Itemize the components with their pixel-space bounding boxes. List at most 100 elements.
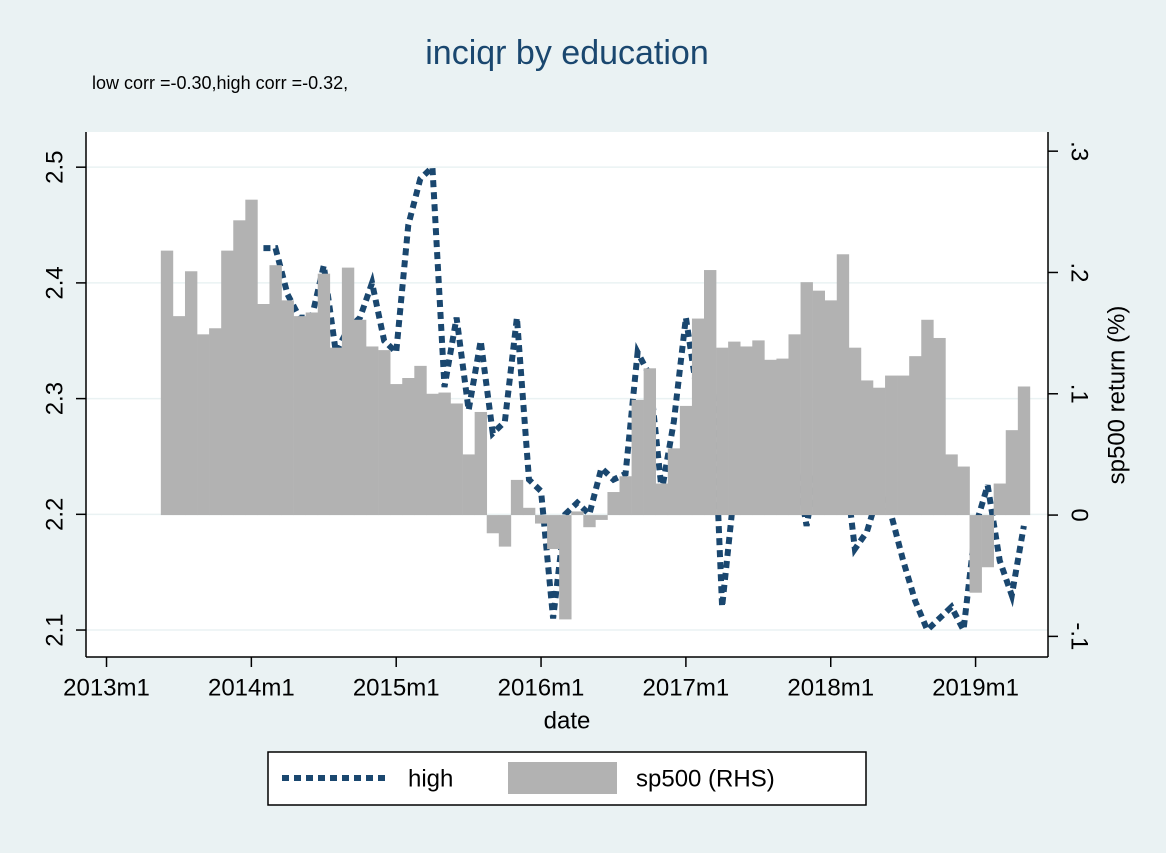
bar <box>438 392 451 516</box>
bar <box>257 304 270 516</box>
x-tick-label: 2019m1 <box>932 674 1019 701</box>
bar <box>716 347 729 516</box>
bar <box>462 454 475 516</box>
bar <box>897 375 910 516</box>
bar <box>981 515 994 568</box>
bar <box>450 403 463 516</box>
bar <box>945 454 958 516</box>
bar <box>691 318 705 516</box>
bar <box>498 515 512 547</box>
bar <box>305 312 319 516</box>
bar <box>571 511 584 516</box>
bar <box>317 273 331 516</box>
x-tick-label: 2014m1 <box>208 674 295 701</box>
bar <box>366 346 379 516</box>
legend-items: high sp500 (RHS) <box>282 762 775 794</box>
bar <box>800 282 813 516</box>
y-tick-label: 2.3 <box>41 382 68 415</box>
bar <box>703 270 717 516</box>
bar <box>510 479 524 516</box>
legend-label: sp500 (RHS) <box>636 765 775 792</box>
bar <box>353 319 367 516</box>
axes: 2.1 2.2 2.3 2.4 2.5 -.1 0 .1 .2 .3 2013m1 2014m1 201… <box>41 141 1092 701</box>
bar <box>764 359 777 516</box>
bar <box>269 265 282 516</box>
bar <box>221 250 234 516</box>
bar <box>559 515 572 620</box>
bar <box>535 515 548 524</box>
bar <box>969 515 982 593</box>
bar <box>679 405 693 516</box>
bar <box>1005 430 1019 516</box>
bar <box>728 341 741 516</box>
bar <box>293 316 306 516</box>
y2-tick-label: .1 <box>1066 384 1093 404</box>
bar <box>607 492 620 516</box>
bar <box>740 346 753 516</box>
bar <box>993 483 1007 516</box>
bar <box>631 399 644 516</box>
bar <box>197 334 210 516</box>
bar <box>329 347 343 516</box>
marks <box>160 160 1031 641</box>
bar <box>160 250 174 516</box>
subtitle: low corr =-0.30,high corr =-0.32, <box>92 73 348 93</box>
legend-label: high <box>408 765 453 792</box>
y-tick-label: 2.5 <box>41 150 68 183</box>
bar <box>390 384 403 516</box>
bar <box>209 328 222 516</box>
x-tick-label: 2013m1 <box>63 674 150 701</box>
bar <box>957 466 970 516</box>
y2-tick-label: .3 <box>1066 141 1093 161</box>
bar <box>172 316 186 516</box>
bar <box>486 515 500 534</box>
bar <box>643 368 657 516</box>
y2-tick-label: 0 <box>1066 508 1093 521</box>
bar <box>788 334 801 516</box>
bar <box>474 411 488 516</box>
y-tick-label: 2.2 <box>41 498 68 531</box>
bar <box>281 300 294 516</box>
bar <box>595 515 608 520</box>
bar <box>547 515 560 550</box>
x-axis-title: date <box>544 707 591 734</box>
bar <box>184 271 198 516</box>
bar <box>872 387 886 516</box>
x-tick-label: 2016m1 <box>498 674 585 701</box>
bar <box>667 448 681 516</box>
bar <box>776 358 789 516</box>
bar <box>836 254 850 516</box>
bar <box>426 393 439 516</box>
y2-tick-label: -.1 <box>1066 622 1093 650</box>
legend-swatch <box>508 762 617 794</box>
bar <box>1017 386 1031 516</box>
bar <box>233 220 246 516</box>
bar <box>245 199 258 516</box>
bar <box>885 375 898 516</box>
bar <box>402 378 415 516</box>
bar <box>619 476 632 516</box>
bar <box>933 337 946 516</box>
bar <box>824 300 838 516</box>
bar <box>583 515 596 528</box>
bar <box>522 507 536 516</box>
bar <box>812 290 826 516</box>
x-tick-label: 2015m1 <box>353 674 440 701</box>
bar <box>378 350 391 516</box>
bar <box>341 267 355 516</box>
y2-axis-title: sp500 return (%) <box>1103 306 1130 485</box>
bar <box>848 347 862 516</box>
x-tick-label: 2017m1 <box>643 674 730 701</box>
chart-title: inciqr by education <box>425 34 709 72</box>
y2-tick-label: .2 <box>1066 262 1093 282</box>
bar <box>921 319 934 516</box>
y-tick-label: 2.4 <box>41 266 68 299</box>
x-tick-label: 2018m1 <box>787 674 874 701</box>
bar <box>655 483 669 516</box>
line <box>263 160 1027 641</box>
bar <box>860 380 874 516</box>
bar <box>909 356 922 516</box>
bar <box>414 365 427 516</box>
